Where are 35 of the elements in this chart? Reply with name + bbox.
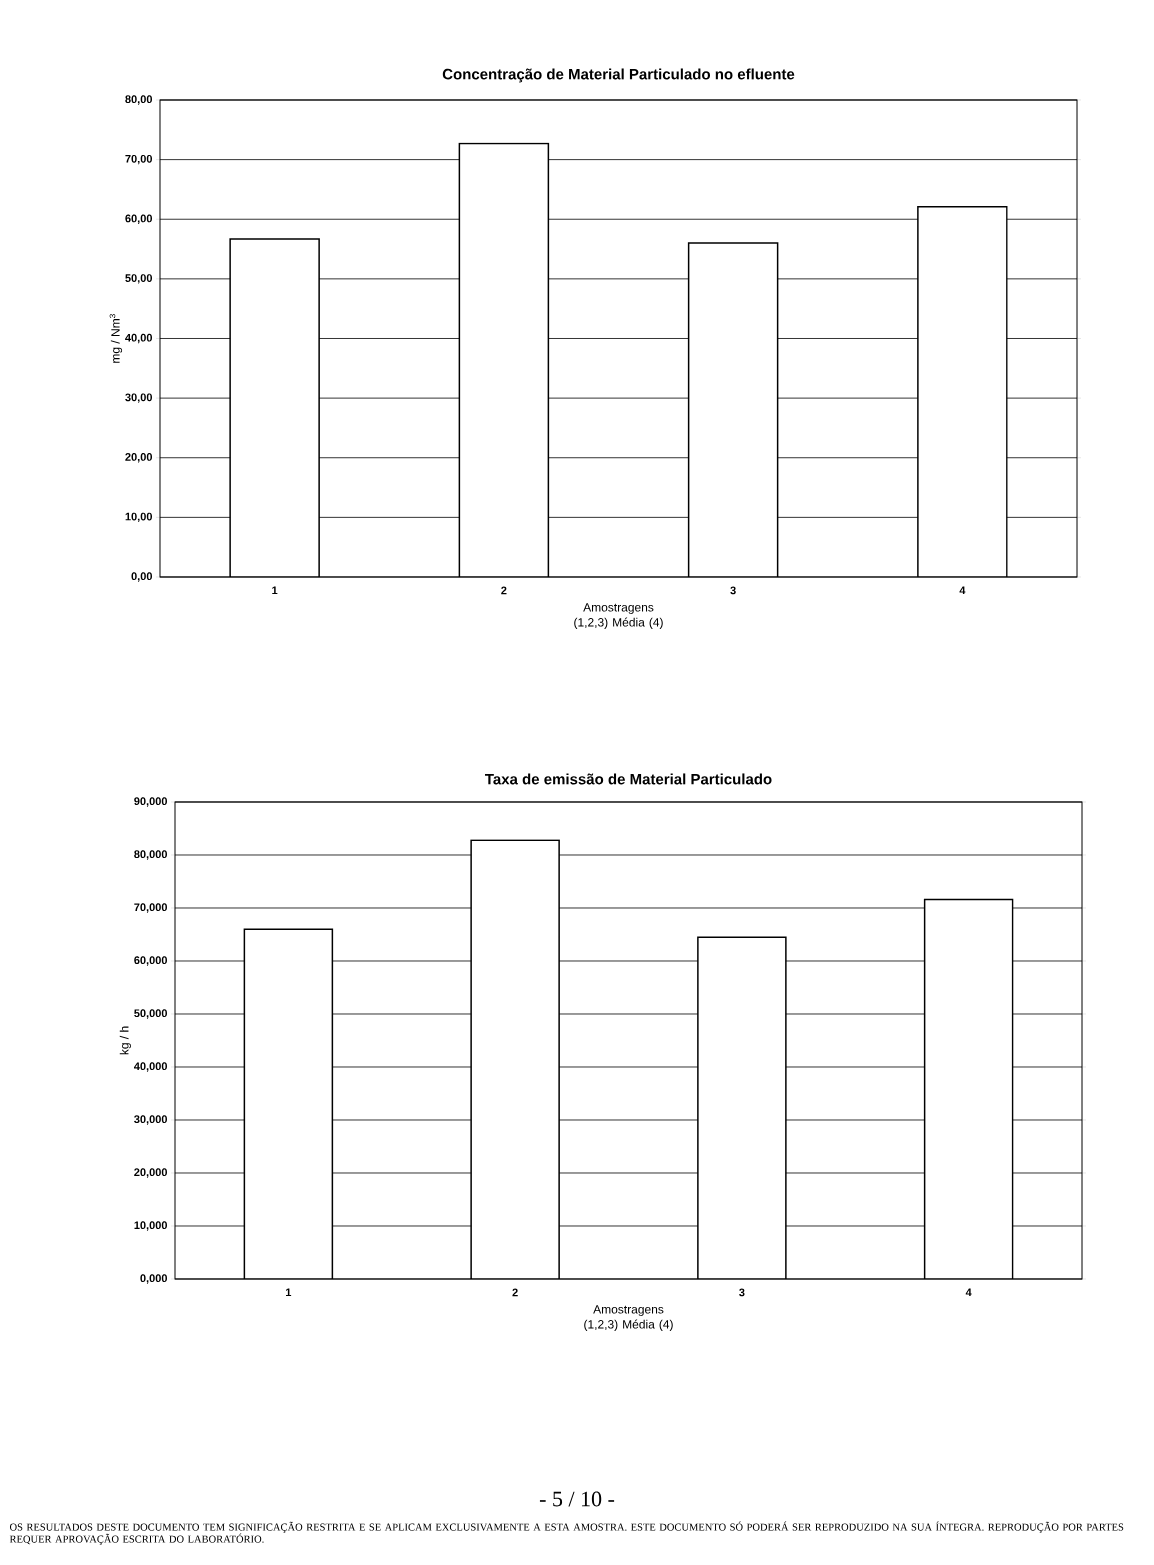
x-tick-label: 4 <box>965 1288 972 1297</box>
x-tick-label: 3 <box>730 586 736 595</box>
y-tick-label: 20,00 <box>125 453 153 463</box>
x-tick-label: 2 <box>501 586 507 595</box>
x-tick-label: 1 <box>272 586 278 595</box>
y-tick-label: 40,00 <box>125 333 153 344</box>
y-tick-label: 70,000 <box>134 903 168 913</box>
y-tick-label: 30,000 <box>134 1115 168 1125</box>
x-axis-title: Amostragens (1,2,3) Média (4) <box>574 603 663 629</box>
text: - 5 / 10 - <box>539 1491 615 1507</box>
x-tick-label: 1 <box>286 1288 292 1297</box>
y-tick-label: 20,000 <box>134 1168 168 1178</box>
y-tick-label: 60,00 <box>125 214 153 224</box>
y-tick-label: 50,000 <box>134 1009 168 1019</box>
x-axis-title: Amostragens (1,2,3) Média (4) <box>584 1305 673 1331</box>
y-tick-label: 0,00 <box>131 572 153 582</box>
chart-title: Concentração de Material Particulado no efluente <box>442 68 795 83</box>
y-tick-label: 80,000 <box>134 850 168 860</box>
y-tick-label: 70,00 <box>125 154 153 165</box>
y-axis-title: kg / h <box>119 1026 131 1055</box>
y-tick-label: 30,00 <box>125 393 153 403</box>
x-tick-label: 4 <box>959 586 966 595</box>
y-tick-label: 0,000 <box>140 1274 168 1284</box>
text: OS RESULTADOS DESTE DOCUMENTO TEM SIGNIFICAÇÃO RESTRITA E SE APLICAM EXCLUSIVAMENTE A ESTA AMOSTRA. ESTE DOCUMENTO SÓ PODERÁ SER REPRODUZIDO NA SUA ÍNTEGRA. REPRODUÇÃO POR PARTES REQUER APROVAÇÃO ESCRITA DO LABORATÓRIO. <box>9 1521 1124 1545</box>
y-axis-title: mg / Nm$^{3}$ <box>109 314 123 363</box>
y-tick-label: 80,00 <box>125 95 153 105</box>
y-tick-label: 60,000 <box>134 956 168 966</box>
y-tick-label: 10,00 <box>125 512 153 523</box>
x-tick-label: 2 <box>512 1288 518 1297</box>
y-tick-label: 50,00 <box>125 274 153 284</box>
y-tick-label: 10,000 <box>134 1221 168 1231</box>
chart-title: Taxa de emissão de Material Particulado <box>485 773 772 785</box>
y-tick-label: 90,000 <box>134 797 168 807</box>
x-tick-label: 3 <box>739 1288 745 1297</box>
y-tick-label: 40,000 <box>134 1062 168 1072</box>
